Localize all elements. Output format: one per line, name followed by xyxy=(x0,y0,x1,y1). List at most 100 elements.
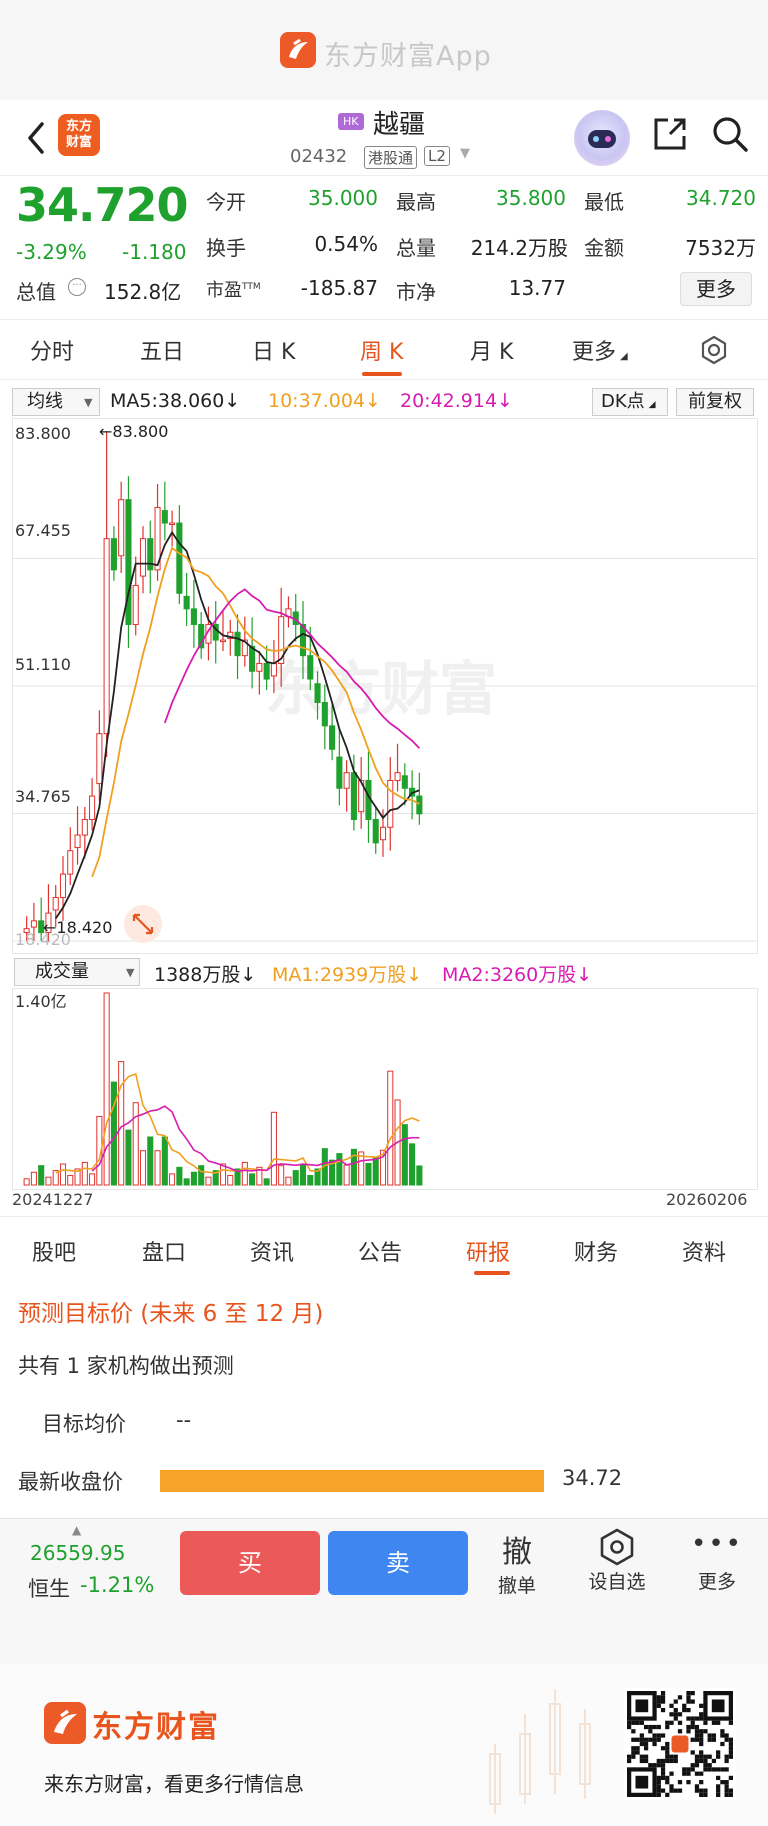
volume-bar xyxy=(161,1136,168,1186)
volume-indicator-select[interactable]: 成交量 xyxy=(14,958,140,986)
qr-module xyxy=(699,1737,704,1742)
qr-module xyxy=(728,1792,733,1797)
qr-module xyxy=(682,1771,687,1776)
qr-module xyxy=(724,1780,729,1785)
expand-up-icon[interactable]: ▲ xyxy=(72,1523,82,1537)
qr-module xyxy=(656,1737,661,1742)
qr-module xyxy=(728,1775,733,1781)
kline-svg: 东方财富 83.800 67.455 51.110 34.765 18.420 … xyxy=(13,422,757,949)
qr-module xyxy=(656,1788,661,1793)
volume-bar xyxy=(270,1111,277,1186)
chevron-down-icon[interactable]: ▼ xyxy=(460,146,470,161)
tab-weekly-k[interactable]: 周 K xyxy=(360,340,404,365)
qr-module xyxy=(711,1758,717,1764)
brand-icon[interactable]: 东方 财富 xyxy=(58,114,100,156)
qr-module xyxy=(669,1754,674,1759)
volume-bar xyxy=(30,1171,37,1186)
qr-module xyxy=(682,1703,687,1708)
tab-orderbook[interactable]: 盘口 xyxy=(142,1241,187,1266)
dk-label: DK点 xyxy=(601,391,645,412)
share-icon[interactable] xyxy=(650,114,690,154)
qr-module xyxy=(699,1712,704,1717)
tab-intraday[interactable]: 分时 xyxy=(30,340,75,365)
sell-button[interactable]: 卖 xyxy=(328,1531,468,1595)
candle-body xyxy=(169,522,176,526)
volume-bar xyxy=(219,1163,227,1186)
cancel-order-button[interactable]: 撤 撤单 xyxy=(482,1527,552,1598)
qr-finder xyxy=(626,1690,657,1721)
search-icon[interactable] xyxy=(710,114,750,154)
volume-bar xyxy=(132,1102,139,1186)
candle-body xyxy=(256,662,263,672)
candle-body xyxy=(147,538,154,571)
tab-research[interactable]: 研报 xyxy=(466,1241,511,1266)
period-tabs: 分时 五日 日 K 周 K 月 K 更多 ◢ xyxy=(0,320,768,380)
add-watchlist-button[interactable]: 设自选 xyxy=(582,1527,652,1594)
volume-bar xyxy=(365,1162,372,1186)
more-actions-label: 更多 xyxy=(697,1571,736,1593)
qr-module xyxy=(673,1754,678,1759)
qr-module xyxy=(665,1741,670,1747)
y-label-3: 51.110 xyxy=(15,655,71,674)
candle-body xyxy=(249,645,256,672)
tab-news[interactable]: 资讯 xyxy=(250,1241,295,1266)
qr-module xyxy=(703,1754,708,1759)
cancel-order-label: 撤单 xyxy=(497,1575,536,1597)
buy-button[interactable]: 买 xyxy=(180,1531,320,1595)
qr-module xyxy=(648,1724,653,1730)
qr-module xyxy=(694,1784,700,1789)
qr-module xyxy=(677,1720,683,1725)
candle xyxy=(74,806,81,865)
qr-module xyxy=(716,1767,721,1772)
qr-module xyxy=(690,1724,695,1730)
tab-financials[interactable]: 财务 xyxy=(574,1241,619,1266)
candle xyxy=(161,481,168,541)
research-panel: 预测目标价 (未来 6 至 12 月) 共有 1 家机构做出预测 目标均价 --… xyxy=(0,1280,768,1518)
volume-bar xyxy=(23,1178,30,1186)
index-change[interactable]: -1.21% xyxy=(80,1573,155,1597)
qr-module xyxy=(711,1767,717,1772)
kline-chart[interactable]: 东方财富 83.800 67.455 51.110 34.765 18.420 … xyxy=(12,418,758,954)
dk-point-button[interactable]: DK点 ◢ xyxy=(592,388,668,416)
index-name[interactable]: 恒生 xyxy=(28,1577,70,1601)
candle-body xyxy=(227,631,234,639)
expand-icon[interactable] xyxy=(124,905,162,943)
y-label-4: 34.765 xyxy=(15,787,71,806)
ai-assistant-icon[interactable] xyxy=(574,110,630,166)
close-price-bar xyxy=(160,1470,544,1492)
candle-body xyxy=(219,639,227,643)
quote-panel: 34.720 -3.29% -1.180 总值 ··· 152.8亿 今开 35… xyxy=(0,176,768,320)
tab-daily-k[interactable]: 日 K xyxy=(252,340,296,365)
more-actions-button[interactable]: ••• 更多 xyxy=(682,1527,752,1594)
info-icon[interactable]: ··· xyxy=(68,278,86,296)
volume-bar xyxy=(241,1161,248,1186)
tab-profile[interactable]: 资料 xyxy=(682,1241,727,1266)
qr-module xyxy=(673,1788,678,1793)
indicator-select[interactable]: 均线 xyxy=(12,388,100,416)
tab-more[interactable]: 更多 ◢ xyxy=(572,334,628,366)
stock-name[interactable]: 越疆 xyxy=(373,110,426,140)
volume-bar xyxy=(350,1148,357,1186)
candle xyxy=(89,778,96,831)
volume-chart[interactable]: 1.40亿 xyxy=(12,988,758,1190)
active-tab-indicator xyxy=(474,1271,510,1275)
tab-monthly-k[interactable]: 月 K xyxy=(470,340,514,365)
tab-announcements[interactable]: 公告 xyxy=(358,1241,403,1266)
candle xyxy=(314,671,321,720)
volume-bar xyxy=(45,1176,52,1186)
qr-module xyxy=(639,1741,644,1747)
adjust-button[interactable]: 前复权 xyxy=(676,388,754,416)
qr-module xyxy=(631,1754,636,1759)
candle xyxy=(249,617,256,689)
gear-icon[interactable] xyxy=(698,334,730,366)
corner-caret-icon: ◢ xyxy=(620,351,628,362)
candle-body xyxy=(350,772,357,820)
tab-forum[interactable]: 股吧 xyxy=(32,1241,77,1266)
more-quote-button[interactable]: 更多 xyxy=(680,272,752,306)
index-value[interactable]: 26559.95 xyxy=(30,1541,126,1565)
tab-five-day[interactable]: 五日 xyxy=(140,340,185,365)
volume-current: 1388万股↓ xyxy=(154,964,257,986)
qr-module xyxy=(631,1729,636,1734)
volume-bar xyxy=(154,1150,161,1186)
back-icon[interactable] xyxy=(20,118,54,158)
